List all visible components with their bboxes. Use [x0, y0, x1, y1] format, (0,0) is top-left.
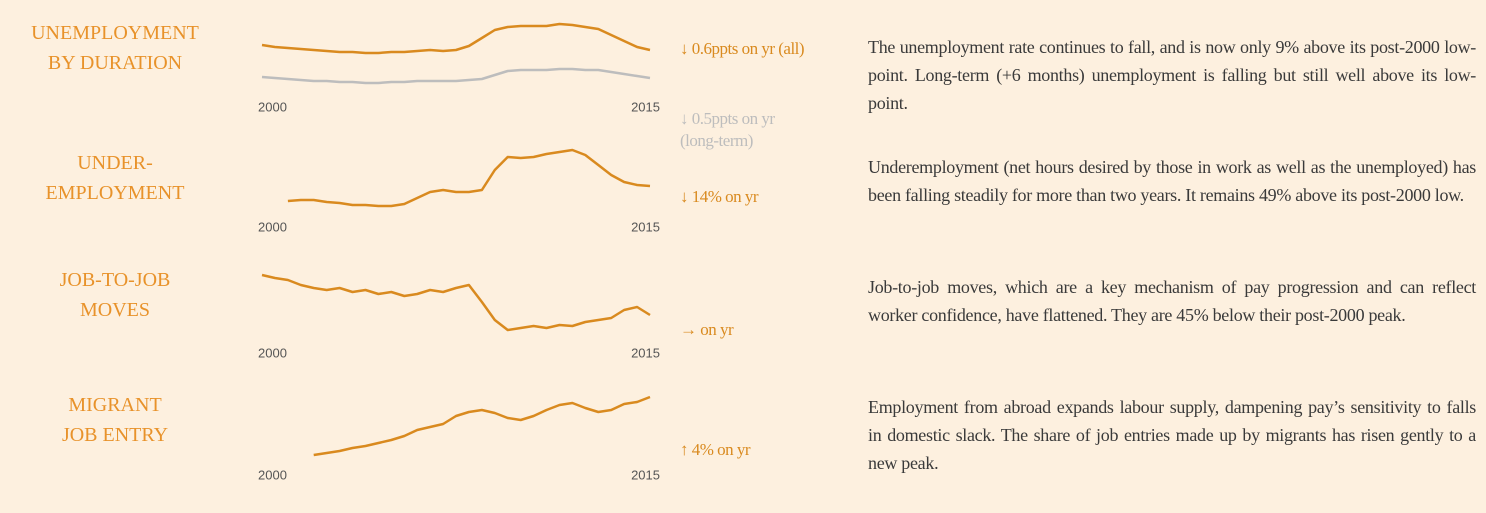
- x-tick-label: 2015: [631, 467, 660, 482]
- panel-title: UNDER- EMPLOYMENT: [0, 148, 230, 208]
- panel-title: MIGRANT JOB ENTRY: [0, 390, 230, 450]
- series-line: [287, 148, 651, 208]
- change-annotation: → on yr: [680, 320, 734, 339]
- x-tick-label: 2015: [631, 345, 660, 360]
- change-annotation: ↓ 0.6ppts on yr (all): [680, 39, 805, 58]
- title-line: EMPLOYMENT: [45, 182, 185, 204]
- title-line: UNDER-: [77, 152, 153, 174]
- change-annotation: ↓ 0.5ppts on yr (long-term): [680, 109, 775, 150]
- series-line: [313, 395, 651, 457]
- change-annotation: ↑ 4% on yr: [680, 440, 751, 459]
- title-line: JOB ENTRY: [61, 424, 169, 446]
- x-tick-label: 2015: [631, 99, 660, 114]
- title-line: JOB-TO-JOB: [59, 269, 171, 291]
- description: Employment from abroad expands labour su…: [868, 397, 1476, 473]
- panel-title: UNEMPLOYMENT BY DURATION: [0, 18, 230, 78]
- x-tick-label: 2000: [258, 345, 287, 360]
- description: Underemployment (net hours desired by th…: [868, 157, 1476, 205]
- panel-title: JOB-TO-JOB MOVES: [0, 265, 230, 325]
- title-line: MIGRANT: [68, 394, 162, 416]
- series-line: [261, 67, 651, 85]
- description: The unemployment rate continues to fall,…: [868, 37, 1476, 113]
- change-annotation: ↓ 14% on yr: [680, 187, 759, 206]
- x-tick-label: 2000: [258, 467, 287, 482]
- title-line: BY DURATION: [47, 52, 183, 74]
- series-line: [261, 22, 651, 55]
- title-line: UNEMPLOYMENT: [31, 22, 199, 44]
- title-line: MOVES: [79, 299, 150, 321]
- x-tick-label: 2000: [258, 219, 287, 234]
- x-tick-label: 2015: [631, 219, 660, 234]
- description: Job-to-job moves, which are a key mechan…: [868, 277, 1476, 325]
- x-tick-label: 2000: [258, 99, 287, 114]
- series-line: [261, 273, 651, 332]
